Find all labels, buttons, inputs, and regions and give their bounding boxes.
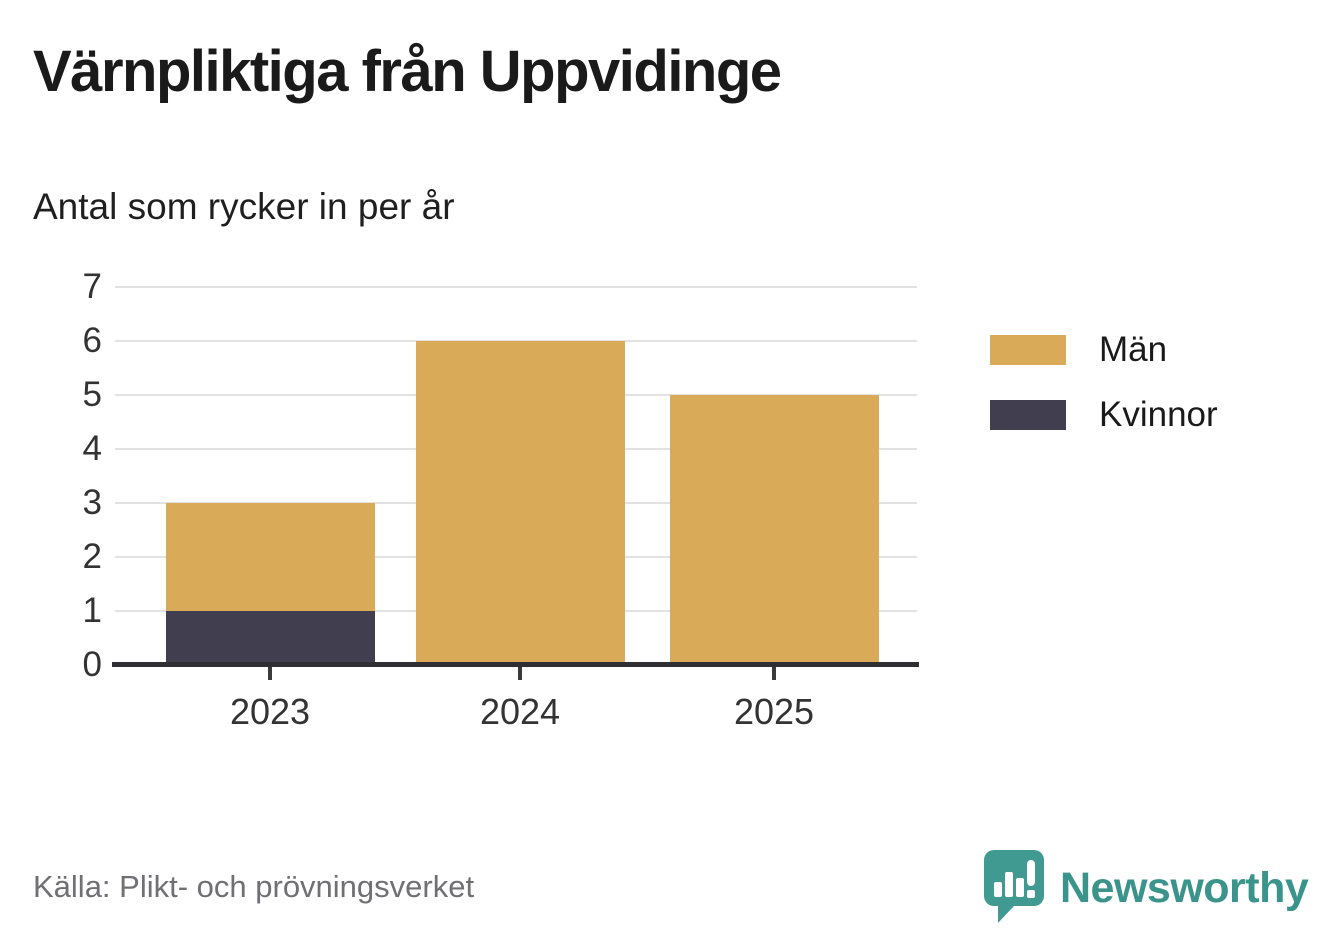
gridline-7 [115, 286, 917, 288]
bar-2023-Kvinnor [165, 611, 375, 665]
legend-swatch-kvinnor [990, 400, 1066, 430]
newsworthy-speech-bubble-chart-icon [980, 846, 1048, 931]
legend-label-kvinnor: Kvinnor [1099, 395, 1218, 434]
y-tick-label-1: 1 [82, 591, 102, 630]
x-axis-tick-2025 [772, 667, 776, 680]
y-tick-label-2: 2 [82, 537, 102, 576]
x-axis-line [112, 662, 919, 667]
brand-name: Newsworthy [1060, 864, 1309, 912]
x-axis-tick-2023 [268, 667, 272, 680]
chart-title: Värnpliktiga från Uppvidinge [33, 39, 782, 104]
bar-2023-Män [165, 503, 375, 611]
y-tick-label-6: 6 [82, 321, 102, 360]
x-tick-label-2025: 2025 [733, 691, 815, 732]
y-tick-label-0: 0 [82, 645, 102, 684]
bar-2024-Män [415, 341, 625, 665]
y-tick-label-5: 5 [82, 375, 102, 414]
x-tick-label-2023: 2023 [229, 691, 311, 732]
y-tick-label-7: 7 [82, 267, 102, 306]
source-attribution: Källa: Plikt- och prövningsverket [33, 869, 475, 904]
brand-logo: Newsworthy [980, 846, 1309, 931]
y-tick-label-4: 4 [82, 429, 102, 468]
chart-legend: Män Kvinnor [990, 330, 1218, 460]
legend-swatch-men [990, 335, 1066, 365]
legend-item-kvinnor: Kvinnor [990, 395, 1218, 435]
chart-subtitle: Antal som rycker in per år [33, 186, 455, 227]
x-tick-label-2024: 2024 [479, 691, 561, 732]
x-axis-tick-2024 [518, 667, 522, 680]
legend-label-men: Män [1099, 330, 1168, 369]
legend-item-men: Män [990, 330, 1218, 370]
bar-2025-Män [669, 395, 879, 665]
y-tick-label-3: 3 [82, 483, 102, 522]
